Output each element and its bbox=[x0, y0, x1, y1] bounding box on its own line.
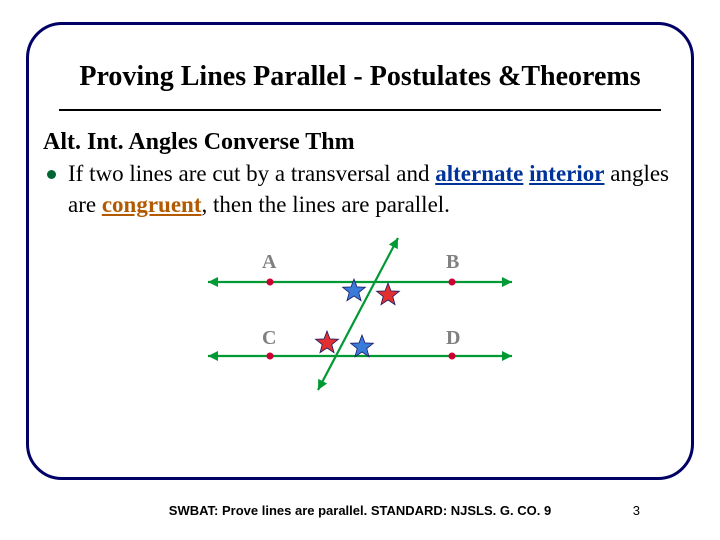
svg-text:D: D bbox=[446, 327, 460, 349]
page-number: 3 bbox=[633, 503, 640, 518]
slide-title: Proving Lines Parallel - Postulates &The… bbox=[51, 61, 669, 93]
title-divider bbox=[59, 109, 661, 111]
kw-alternate: alternate bbox=[435, 161, 523, 186]
bullet-row: If two lines are cut by a transversal an… bbox=[47, 158, 669, 220]
svg-text:A: A bbox=[262, 251, 277, 273]
text-pre: If two lines are cut by a transversal an… bbox=[68, 161, 435, 186]
text-post: , then the lines are parallel. bbox=[202, 192, 450, 217]
kw-congruent: congruent bbox=[102, 192, 202, 217]
bullet-icon bbox=[47, 170, 56, 179]
footer-text: SWBAT: Prove lines are parallel. STANDAR… bbox=[0, 503, 720, 518]
diagram: A B C D bbox=[190, 230, 530, 405]
slide-frame: Proving Lines Parallel - Postulates &The… bbox=[26, 22, 694, 480]
svg-text:C: C bbox=[262, 327, 276, 349]
theorem-text: If two lines are cut by a transversal an… bbox=[68, 158, 669, 220]
kw-interior: interior bbox=[529, 161, 604, 186]
svg-text:B: B bbox=[446, 251, 459, 273]
theorem-name: Alt. Int. Angles Converse Thm bbox=[43, 129, 669, 156]
diagram-svg: A B C D bbox=[190, 230, 530, 400]
